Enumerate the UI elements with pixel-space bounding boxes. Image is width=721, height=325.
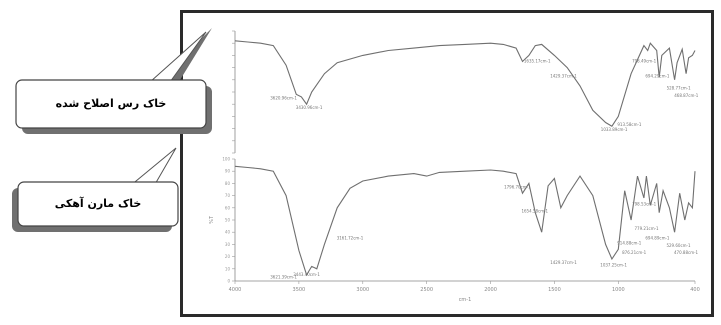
y-tick-label: 50: [225, 218, 231, 223]
peak-label: 1796.70cm-1: [504, 184, 531, 189]
x-tick-label: 2500: [420, 287, 433, 293]
peak-label: 468.87cm-1: [674, 93, 699, 98]
peak-label: 913.58cm-1: [617, 122, 642, 127]
peak-label: 779.21cm-1: [635, 226, 660, 231]
peak-label: 3161.72cm-1: [337, 236, 364, 241]
peak-label: 694.29cm-1: [645, 73, 670, 78]
peak-label: 1033.89cm-1: [601, 127, 628, 132]
x-tick-label: 3000: [356, 287, 369, 293]
peak-label: 1037.25cm-1: [600, 262, 627, 267]
peak-label: 914.88cm-1: [617, 240, 642, 245]
x-tick-label: 2000: [484, 287, 497, 293]
y-tick-label: 70: [225, 193, 231, 198]
y-tick-label: 30: [225, 242, 231, 247]
peak-label: 1429.37cm-1: [550, 73, 577, 78]
series-line-0-0: [234, 40, 696, 127]
y-tick-label: 40: [225, 230, 231, 235]
y-tick-label: 20: [225, 254, 231, 259]
peak-label: 529.60cm-1: [666, 243, 691, 248]
peak-label: 694.89cm-1: [645, 236, 670, 241]
peak-label: 876.21cm-1: [622, 250, 647, 255]
peak-label: 470.88cm-1: [674, 250, 699, 255]
series-line-1-0: [234, 165, 696, 277]
x-tick-label: 4000: [229, 287, 242, 293]
y-tick-label: 0: [227, 279, 230, 284]
callout-top-label: خاک رس اصلاح شده: [55, 97, 167, 110]
x-tick-label: 400: [690, 287, 700, 293]
peak-label: 528.77cm-1: [667, 86, 692, 91]
callout-bottom-pointer: [128, 147, 177, 187]
x-axis-label: cm-1: [459, 297, 472, 303]
y-tick-label: 90: [225, 169, 231, 174]
peak-label: 3621.39cm-1: [270, 275, 297, 280]
callout-bottom-label: خاک مارن آهکی: [54, 197, 142, 210]
peak-label: 1429.37cm-1: [550, 260, 577, 265]
x-tick-label: 1000: [612, 287, 625, 293]
y-tick-label: 10: [225, 266, 231, 271]
x-tick-label: 3500: [293, 287, 306, 293]
peak-label: 798.49cm-1: [632, 59, 657, 64]
x-tick-label: 1500: [548, 287, 561, 293]
y-axis-label: %T: [209, 215, 215, 224]
peak-label: 1654.58cm-1: [521, 209, 548, 214]
ftir-plot: 3430.96cm-1 3620.96cm-1 1635.17cm-1 1429.37…: [209, 30, 700, 303]
y-tick-label: 100: [222, 157, 230, 162]
y-tick-label: 80: [225, 181, 231, 186]
callout-bottom-shadow: [12, 188, 172, 232]
chart-frame: 3430.96cm-1 3620.96cm-1 1635.17cm-1 1429.37…: [180, 10, 714, 317]
peak-label: 1635.17cm-1: [524, 59, 551, 64]
y-tick-label: 60: [225, 205, 231, 210]
peak-label: 3620.96cm-1: [270, 95, 297, 100]
peak-label: 798.53cm-1: [632, 201, 657, 206]
peak-label: 3443.40cm-1: [293, 272, 320, 277]
peak-label: 3430.96cm-1: [296, 105, 323, 110]
